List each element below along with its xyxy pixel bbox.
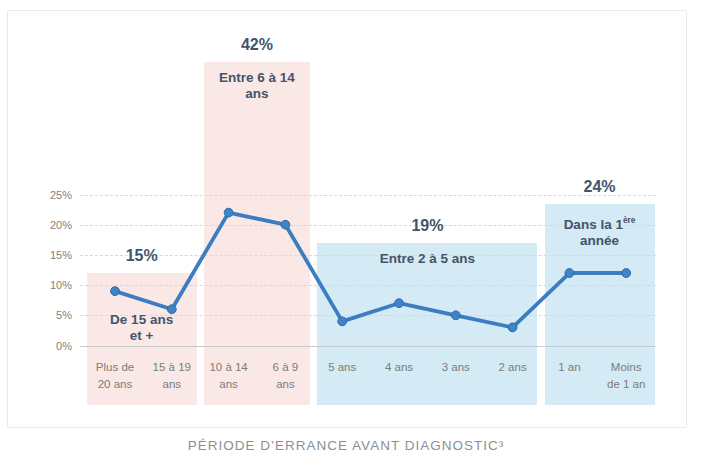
band-sublabel-line: Dans la 1ère (545, 212, 655, 233)
data-point-marker (224, 208, 233, 217)
data-point-marker (451, 311, 460, 320)
data-point-marker (395, 299, 404, 308)
band-sublabel-line: et + (87, 328, 197, 344)
band-sublabel-line: année (545, 233, 655, 249)
band-sublabel-line: De 15 ans (87, 312, 197, 328)
band-value-label: 19% (317, 217, 537, 235)
band-value-label: 24% (545, 178, 655, 196)
data-point-marker (565, 269, 574, 278)
plot-area: 15% De 15 anset + 42% Entre 6 à 14ans 19% Ent… (8, 11, 686, 427)
band-value-label: 42% (204, 36, 311, 54)
data-point-marker (338, 317, 347, 326)
chart-caption: PÉRIODE D’ERRANCE AVANT DIAGNOSTIC³ (7, 438, 685, 453)
band-sublabel-line: Entre 2 à 5 ans (317, 251, 537, 267)
chart-card: 15% De 15 anset + 42% Entre 6 à 14ans 19% Ent… (7, 10, 687, 428)
band-sublabel: Entre 6 à 14ans (204, 70, 311, 102)
band-sublabel: Entre 2 à 5 ans (317, 251, 537, 267)
band-sublabel-line: Entre 6 à 14 (204, 70, 311, 86)
data-point-marker (508, 323, 517, 332)
band-sublabel: De 15 anset + (87, 312, 197, 344)
data-point-marker (622, 269, 631, 278)
data-point-marker (281, 220, 290, 229)
data-point-marker (111, 287, 120, 296)
band-sublabel-line: ans (204, 86, 311, 102)
band-sublabel: Dans la 1èreannée (545, 212, 655, 249)
band-value-label: 15% (87, 247, 197, 265)
